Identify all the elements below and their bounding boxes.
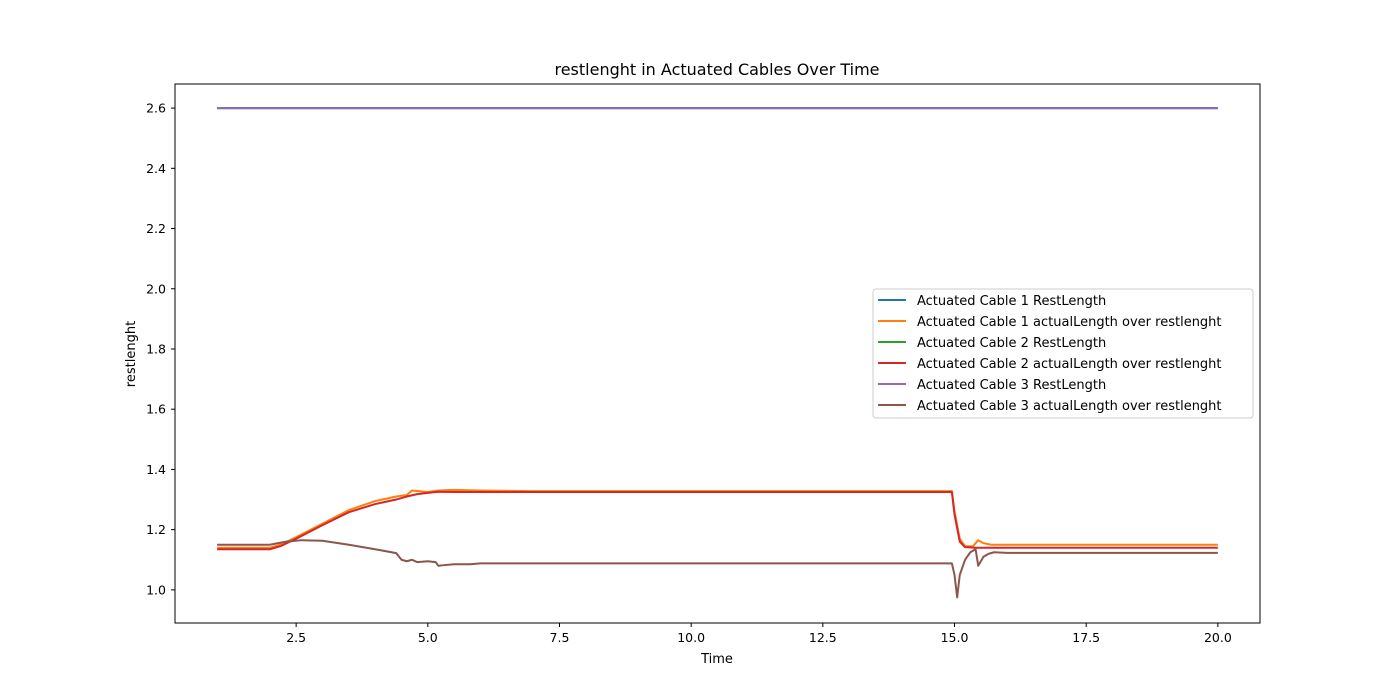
x-tick-label: 15.0 (941, 630, 969, 645)
x-tick-label: 20.0 (1204, 630, 1232, 645)
legend: Actuated Cable 1 RestLength Actuated Cabl… (872, 288, 1254, 419)
y-tick-label: 2.6 (146, 101, 166, 116)
y-tick-label: 1.6 (146, 402, 166, 417)
x-tick-label: 10.0 (677, 630, 705, 645)
legend-entry: Actuated Cable 2 RestLength (917, 336, 1106, 351)
y-tick-label: 1.4 (146, 462, 166, 477)
y-tick-label: 2.2 (146, 221, 166, 236)
legend-entry: Actuated Cable 2 actualLength over restl… (917, 357, 1222, 372)
legend-entry: Actuated Cable 3 RestLength (917, 378, 1106, 393)
y-tick-label: 2.0 (146, 281, 166, 296)
y-tick-label: 1.2 (146, 522, 166, 537)
plot-frame (174, 83, 1261, 624)
x-tick-label: 5.0 (418, 630, 438, 645)
y-ticks: 1.0 1.2 1.4 1.6 1.8 2.0 2.2 2.4 2.6 (146, 101, 175, 597)
chart-title: restlenght in Actuated Cables Over Time (554, 60, 879, 79)
legend-entry: Actuated Cable 1 RestLength (917, 294, 1106, 309)
axes-layer (174, 83, 1261, 624)
y-tick-label: 1.0 (146, 582, 166, 597)
series-line-6 (217, 539, 1218, 599)
series-line-4 (217, 490, 1218, 551)
legend-entry: Actuated Cable 3 actualLength over restl… (917, 399, 1222, 414)
x-tick-label: 2.5 (286, 630, 306, 645)
x-axis-label: Time (700, 652, 733, 667)
x-ticks: 2.5 5.0 7.5 10.0 12.5 15.0 17.5 20.0 (286, 623, 1232, 645)
y-axis-label: restlenght (124, 321, 139, 387)
legend-entry: Actuated Cable 1 actualLength over restl… (917, 315, 1222, 330)
series-line-2 (217, 488, 1218, 549)
x-tick-label: 7.5 (550, 630, 570, 645)
y-tick-label: 2.4 (146, 161, 166, 176)
y-tick-label: 1.8 (146, 341, 166, 356)
series-layer (217, 107, 1218, 599)
x-tick-label: 12.5 (809, 630, 837, 645)
legend-box (872, 288, 1254, 419)
x-tick-label: 17.5 (1072, 630, 1100, 645)
